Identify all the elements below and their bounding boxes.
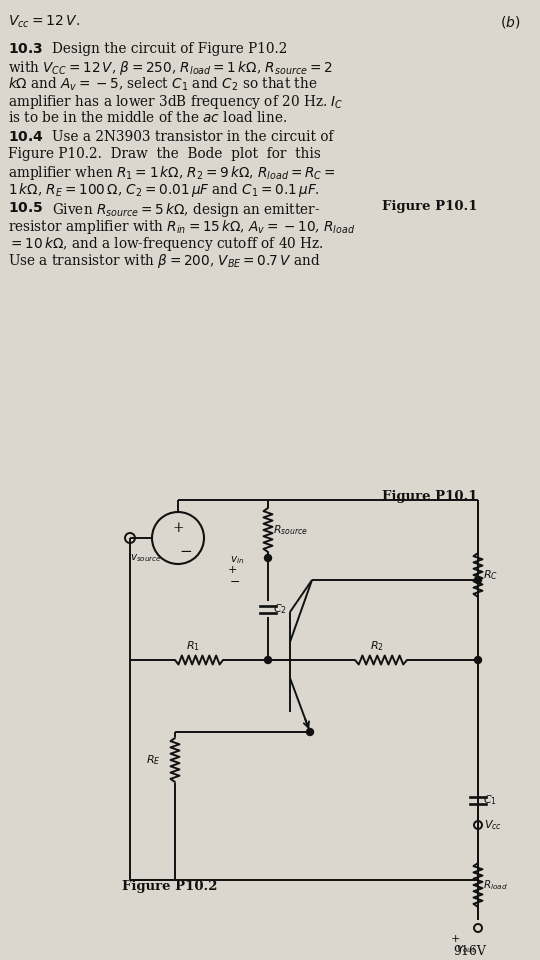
Text: $+$: $+$ <box>450 933 460 944</box>
Text: 916V: 916V <box>454 945 487 958</box>
Text: $R_{source}$: $R_{source}$ <box>273 523 308 537</box>
Text: $k\Omega$ and $A_v = -5$, select $C_1$ and $C_2$ so that the: $k\Omega$ and $A_v = -5$, select $C_1$ a… <box>8 76 318 93</box>
Text: amplifier when $R_1=1\,k\Omega$, $R_2=9\,k\Omega$, $R_{load}=R_C=$: amplifier when $R_1=1\,k\Omega$, $R_2=9\… <box>8 164 335 182</box>
Text: Design the circuit of Figure P10.2: Design the circuit of Figure P10.2 <box>52 42 287 56</box>
Text: $R_{load}$: $R_{load}$ <box>483 878 508 892</box>
Text: $R_1$: $R_1$ <box>186 639 200 653</box>
Text: $v_{out}$: $v_{out}$ <box>456 943 476 955</box>
Text: $\mathbf{10.4}$: $\mathbf{10.4}$ <box>8 130 44 144</box>
Circle shape <box>265 555 272 562</box>
Circle shape <box>475 657 482 663</box>
Text: −: − <box>180 545 192 559</box>
Text: $V_{cc} = 12\,V.$: $V_{cc} = 12\,V.$ <box>8 14 80 31</box>
Circle shape <box>475 577 482 584</box>
Text: $R_E$: $R_E$ <box>146 753 160 767</box>
Text: is to be in the middle of the $ac$ load line.: is to be in the middle of the $ac$ load … <box>8 110 287 125</box>
Text: Use a transistor with $\beta=200$, $V_{BE}=0.7\,V$ and: Use a transistor with $\beta=200$, $V_{B… <box>8 252 321 270</box>
Text: Given $R_{source}=5\,k\Omega$, design an emitter-: Given $R_{source}=5\,k\Omega$, design an… <box>52 201 320 219</box>
Text: $R_C$: $R_C$ <box>483 568 498 582</box>
Text: $\mathbf{10.5}$: $\mathbf{10.5}$ <box>8 201 43 215</box>
Circle shape <box>307 729 314 735</box>
Text: $\mathbf{10.3}$: $\mathbf{10.3}$ <box>8 42 43 56</box>
Text: Use a 2N3903 transistor in the circuit of: Use a 2N3903 transistor in the circuit o… <box>52 130 334 144</box>
Text: $=10\,k\Omega$, and a low-frequency cutoff of 40 Hz.: $=10\,k\Omega$, and a low-frequency cuto… <box>8 235 324 253</box>
Text: $R_2$: $R_2$ <box>370 639 384 653</box>
Circle shape <box>265 657 272 663</box>
Text: $v_{source}$: $v_{source}$ <box>130 552 162 564</box>
Text: resistor amplifier with $R_{in}=15\,k\Omega$, $A_v=-10$, $R_{load}$: resistor amplifier with $R_{in}=15\,k\Om… <box>8 218 355 236</box>
Text: amplifier has a lower 3dB frequency of 20 Hz. $I_C$: amplifier has a lower 3dB frequency of 2… <box>8 93 343 111</box>
Text: $C_2$: $C_2$ <box>273 602 287 616</box>
Text: Figure P10.2: Figure P10.2 <box>122 880 218 893</box>
Text: $V_{cc}$: $V_{cc}$ <box>484 818 502 832</box>
Text: $1\,k\Omega$, $R_E=100\,\Omega$, $C_2=0.01\,\mu F$ and $C_1=0.1\,\mu F$.: $1\,k\Omega$, $R_E=100\,\Omega$, $C_2=0.… <box>8 181 320 199</box>
Text: −: − <box>230 575 240 588</box>
Text: +: + <box>228 565 238 575</box>
Text: $(b)$: $(b)$ <box>500 14 521 30</box>
Text: Figure P10.2.  Draw  the  Bode  plot  for  this: Figure P10.2. Draw the Bode plot for thi… <box>8 147 321 161</box>
Text: $v_{in}$: $v_{in}$ <box>230 554 244 565</box>
Text: +: + <box>172 521 184 535</box>
Text: $C_1$: $C_1$ <box>483 793 497 807</box>
Text: Figure P10.1: Figure P10.1 <box>382 490 478 503</box>
Text: Figure P10.1: Figure P10.1 <box>382 200 478 213</box>
Text: with $V_{CC} = 12\,V$, $\beta=250$, $R_{load}=1\,k\Omega$, $R_{source}=2$: with $V_{CC} = 12\,V$, $\beta=250$, $R_{… <box>8 59 333 77</box>
